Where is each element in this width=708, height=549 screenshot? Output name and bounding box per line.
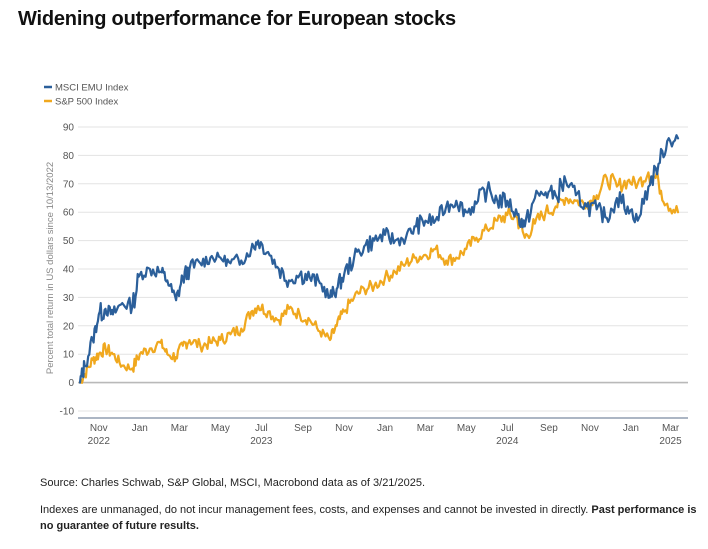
disclaimer-note: Indexes are unmanaged, do not incur mana… — [40, 502, 700, 534]
x-tick-label: Mar — [662, 423, 680, 434]
x-tick-year-label: 2023 — [250, 436, 273, 447]
y-tick-label: -10 — [60, 407, 75, 418]
x-tick-label: Sep — [294, 423, 312, 434]
y-axis-label: Percent total return in US dollars since… — [45, 162, 56, 374]
line-chart: -10 0 10 20 30 40 50 60 70 80 90 Nov 2022 Jan Mar May J… — [44, 83, 688, 447]
y-tick-label: 50 — [63, 236, 75, 247]
y-tick-label: 80 — [63, 151, 75, 162]
x-tick-label: Nov — [90, 423, 108, 434]
y-tick-label: 0 — [68, 378, 74, 389]
x-tick-year-label: 2022 — [88, 436, 111, 447]
y-tick-label: 10 — [63, 350, 75, 361]
x-tick-year-label: 2025 — [659, 436, 682, 447]
x-tick-label: Sep — [540, 423, 558, 434]
series-lines — [78, 134, 680, 384]
x-tick-label: Jan — [623, 423, 639, 434]
chart-title: Widening outperformance for European sto… — [18, 8, 456, 30]
x-axis-ticks: Nov 2022 Jan Mar May Jul 2023 Sep Nov Jan Mar May Ju… — [88, 423, 682, 447]
legend-label: MSCI EMU Index — [55, 83, 129, 94]
x-tick-label: May — [211, 423, 230, 434]
y-tick-label: 60 — [63, 208, 75, 219]
y-tick-label: 20 — [63, 321, 75, 332]
series-line-msci-emu — [78, 134, 680, 384]
y-tick-label: 90 — [63, 123, 75, 134]
x-tick-label: Jan — [377, 423, 393, 434]
x-tick-label: Mar — [171, 423, 189, 434]
disclaimer-bold-text: Past performance is no guarantee of futu… — [40, 504, 697, 532]
source-note: Source: Charles Schwab, S&P Global, MSCI… — [40, 477, 426, 489]
disclaimer-text: Indexes are unmanaged, do not incur mana… — [40, 504, 589, 516]
y-tick-label: 30 — [63, 293, 75, 304]
x-tick-label: Jul — [501, 423, 514, 434]
x-tick-label: Nov — [335, 423, 353, 434]
y-axis-ticks: -10 0 10 20 30 40 50 60 70 80 90 — [60, 123, 75, 418]
legend-label: S&P 500 Index — [55, 97, 118, 108]
y-tick-label: 40 — [63, 265, 75, 276]
x-tick-label: Jul — [255, 423, 268, 434]
x-tick-year-label: 2024 — [496, 436, 519, 447]
x-tick-label: Nov — [581, 423, 599, 434]
legend: MSCI EMU Index S&P 500 Index — [44, 83, 129, 108]
gridlines — [78, 126, 688, 419]
x-tick-label: Mar — [417, 423, 435, 434]
series-line-sp500 — [78, 169, 680, 384]
x-tick-label: May — [457, 423, 476, 434]
x-tick-label: Jan — [132, 423, 148, 434]
y-tick-label: 70 — [63, 179, 75, 190]
